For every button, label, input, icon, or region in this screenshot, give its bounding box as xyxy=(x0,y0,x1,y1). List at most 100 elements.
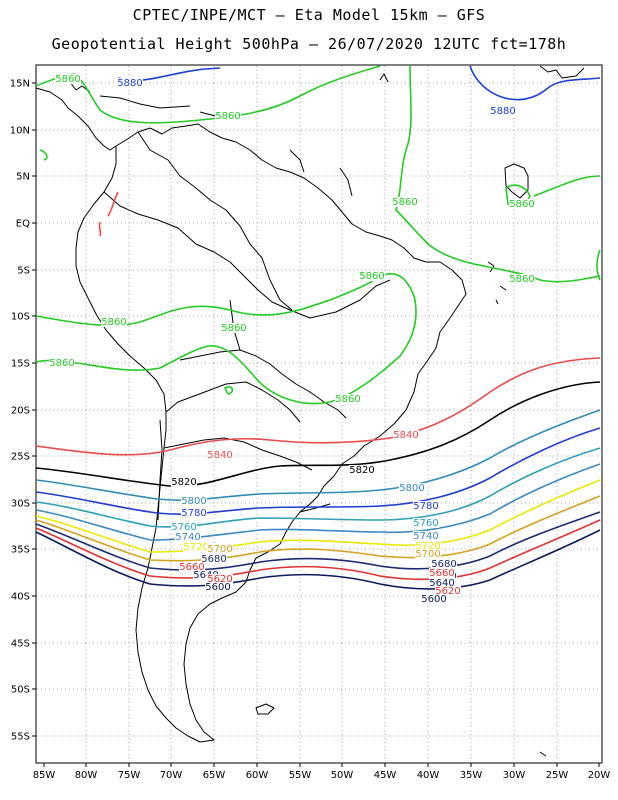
coastlines xyxy=(35,65,585,757)
contour-label: 5780 xyxy=(181,508,206,519)
contour-line-5660 xyxy=(35,519,601,581)
contour-label-bg xyxy=(181,496,207,506)
contour-label-bg xyxy=(392,197,418,207)
lon-label: 35W xyxy=(460,770,483,781)
contour-label-bg xyxy=(415,541,441,551)
contour-label-bg xyxy=(171,477,197,487)
contour-label-bg xyxy=(431,559,457,569)
contour-label-bg xyxy=(171,522,197,532)
contour-line-5840 xyxy=(35,357,601,456)
lat-label: 20S xyxy=(11,406,30,417)
contour-label: 5860 xyxy=(49,358,74,369)
contour-label-bg xyxy=(49,358,75,368)
lat-label: EQ xyxy=(16,219,30,230)
contour-label-bg xyxy=(429,578,455,588)
contour-line-5680 xyxy=(35,511,601,571)
contour-label-bg xyxy=(101,317,127,327)
lat-label: 40S xyxy=(11,592,30,603)
contour-labels: 5880 5880 5860 5860 5860 5860 5860 5860 5860 5860… xyxy=(49,74,535,605)
contour-label-bg xyxy=(415,549,441,559)
lon-label: 60W xyxy=(246,770,269,781)
contour-label-bg xyxy=(201,554,227,564)
contour-label: 5860 xyxy=(509,274,534,285)
lon-label: 40W xyxy=(417,770,440,781)
contour-label: 5840 xyxy=(393,430,418,441)
contour-label-bg xyxy=(193,570,219,580)
contour-label-bg xyxy=(335,394,361,404)
contour-label: 5660 xyxy=(179,562,204,573)
contour-label-bg xyxy=(55,74,81,84)
contour-label-bg xyxy=(490,106,516,116)
contour-label-bg xyxy=(221,323,247,333)
contour-label: 5860 xyxy=(392,197,417,208)
contour-label-bg xyxy=(175,532,201,542)
contour-label: 5860 xyxy=(335,394,360,405)
lon-label: 65W xyxy=(203,770,226,781)
contour-label-bg xyxy=(207,450,233,460)
lon-label: 75W xyxy=(118,770,141,781)
contour-line-5860 xyxy=(395,65,601,283)
lat-label: 10N xyxy=(10,126,30,137)
lon-label: 55W xyxy=(289,770,312,781)
contour-label: 5600 xyxy=(421,594,446,605)
contour-label-bg xyxy=(183,542,209,552)
contour-line-5860 xyxy=(596,249,601,281)
lat-label: 30S xyxy=(11,499,30,510)
contour-label: 5820 xyxy=(171,477,196,488)
contour-label: 5860 xyxy=(215,111,240,122)
lat-label: 5N xyxy=(16,172,30,183)
contour-line-5780 xyxy=(35,427,601,515)
contour-label: 5860 xyxy=(221,323,246,334)
lat-label: 35S xyxy=(11,545,30,556)
contour-label-bg xyxy=(349,465,375,475)
contour-label: 5880 xyxy=(490,106,515,117)
lat-label: 10S xyxy=(11,312,30,323)
contour-label: 5860 xyxy=(55,74,80,85)
contour-label-bg xyxy=(215,111,241,121)
contour-label: 5860 xyxy=(101,317,126,328)
contour-line-5860 xyxy=(35,272,417,405)
contour-label: 5720 xyxy=(415,541,440,552)
lon-label: 20W xyxy=(588,770,611,781)
contour-line-5720 xyxy=(35,479,601,553)
contour-label-bg xyxy=(509,274,535,284)
contour-label: 5800 xyxy=(399,483,424,494)
map-title: CPTEC/INPE/MCT – Eta Model 15km – GFS xyxy=(132,6,486,24)
contour-label: 5860 xyxy=(359,271,384,282)
contour-line-5640 xyxy=(35,529,601,590)
contour-label-bg xyxy=(117,78,143,88)
contour-label: 5800 xyxy=(181,496,206,507)
contour-label: 5720 xyxy=(183,542,208,553)
contour-label-bg xyxy=(399,483,425,493)
contour-line-5740 xyxy=(35,463,601,541)
contour-label-bg xyxy=(435,586,461,596)
contour-line-5840 xyxy=(98,221,102,237)
latitude-labels: 15N 10N 5N EQ 5S 10S 15S 20S 25S 30S 35S 40S 45S 50S 5… xyxy=(10,79,36,743)
contour-label: 5680 xyxy=(431,559,456,570)
contour-label-bg xyxy=(207,544,233,554)
contour-label: 5620 xyxy=(207,574,232,585)
contour-label: 5880 xyxy=(117,78,142,89)
lat-label: 5S xyxy=(17,266,30,277)
contour-label-bg xyxy=(359,271,385,281)
lat-label: 25S xyxy=(11,452,30,463)
contour-label-bg xyxy=(413,501,439,511)
contour-label-bg xyxy=(207,574,233,584)
contour-line-5860 xyxy=(39,149,48,161)
contour-label-bg xyxy=(509,199,535,209)
contour-label: 5640 xyxy=(429,578,454,589)
map-subtitle: Geopotential Height 500hPa – 26/07/2020 … xyxy=(51,35,567,53)
lon-label: 80W xyxy=(75,770,98,781)
lon-label: 85W xyxy=(33,770,56,781)
contour-label: 5760 xyxy=(413,518,438,529)
lon-label: 45W xyxy=(374,770,397,781)
contour-label-bg xyxy=(413,518,439,528)
lat-label: 45S xyxy=(11,639,30,650)
contour-label: 5820 xyxy=(349,465,374,476)
lat-label: 55S xyxy=(11,732,30,743)
lon-label: 50W xyxy=(331,770,354,781)
contour-label-bg xyxy=(181,508,207,518)
contour-line-5700 xyxy=(35,495,601,562)
lon-label: 30W xyxy=(503,770,526,781)
